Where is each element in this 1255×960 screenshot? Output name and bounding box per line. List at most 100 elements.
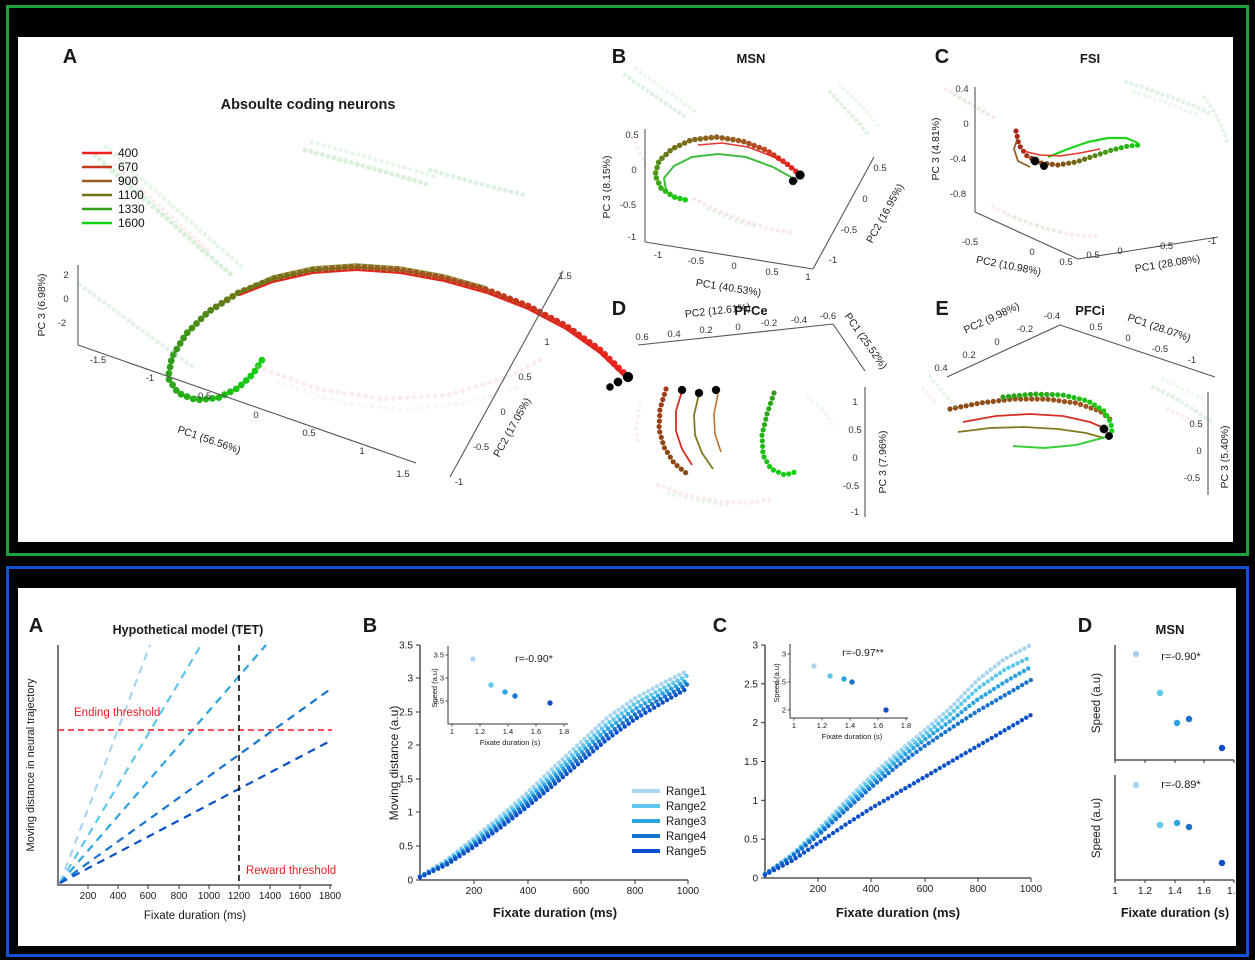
trajectory-dot [553,763,558,769]
trajectory-dot [200,243,206,248]
trajectory-dot [82,286,88,291]
trajectory-dot [595,729,601,735]
trajectory-dot [761,422,768,428]
trajectory-dot [767,870,772,875]
trajectory-dot [383,169,389,175]
trajectory-dot [1200,424,1205,429]
trajectory-dot [321,387,327,393]
trajectory-dot [405,407,410,412]
trajectory-dot [490,831,495,836]
trajectory-dot [918,746,923,752]
inset-y-label: Speed (a.u) [430,668,439,708]
trajectory-dot [827,89,833,95]
trajectory-dot [128,184,134,190]
trajectory-dot [363,403,368,408]
trajectory-dot [335,264,342,272]
trajectory-dot [1011,688,1016,693]
trajectory-dot [196,239,201,244]
trajectory-dot [1024,715,1029,720]
trajectory-dot [907,749,912,754]
trajectory-dot [741,218,746,223]
trajectory-dot [1015,720,1020,725]
trajectory-dot [784,861,790,866]
trajectory-dot [989,735,994,741]
trajectory-dot [425,172,430,177]
trajectory-dot [1132,90,1136,94]
trajectory-dot [110,168,116,174]
trajectory-dot [526,803,531,809]
tick-label: 0.5 [1189,419,1202,430]
trajectory-dot [1088,405,1094,411]
trajectory-dot [315,393,320,398]
trajectory-dot [1170,95,1176,101]
trajectory-dot [992,664,997,669]
trajectory-dot [985,112,990,117]
trajectory-dot [1160,389,1166,395]
tick-label: 1.5 [399,775,413,786]
trajectory-dot [853,98,858,103]
trajectory-dot [177,390,185,398]
trajectory-dot [460,401,466,406]
trajectory-dot [363,393,368,399]
trajectory-dot [575,762,581,767]
trajectory-dot [926,725,931,730]
trajectory-dot [661,445,668,451]
trajectory-dot [865,110,870,115]
trajectory-dot [1015,685,1020,690]
trajectory-dot [439,403,445,408]
trajectory-dot [111,307,117,313]
trajectory-dot [627,76,632,81]
trajectory-dot [724,212,729,217]
trajectory-dot [578,740,583,745]
trajectory-dot [1201,108,1206,113]
trajectory-dot [116,166,121,172]
trajectory-dot [500,376,506,381]
trajectory-dot [944,708,950,713]
panel-title: FSI [1080,51,1100,66]
trajectory-dot [596,739,602,744]
trajectory-dot [877,801,882,806]
trajectory-dot [630,135,635,140]
trajectory-dot [681,140,688,146]
trajectory-dot [1076,396,1082,402]
tick-label: 0 [253,410,258,421]
trajectory-dot [746,140,752,147]
trajectory-dot [1087,399,1093,405]
trajectory-dot [678,466,684,472]
trajectory-dot [948,89,953,94]
trajectory-dot [157,192,163,198]
trajectory-dot [575,743,580,748]
tick-label: -1 [829,255,837,266]
trajectory-dot [933,718,938,723]
legend-label: Range3 [666,816,706,828]
trajectory-dot [1026,666,1031,671]
trajectory-dot [1118,145,1124,151]
trajectory-dot [288,376,294,382]
axis-label: PC 3 (4.81%) [930,117,942,180]
trajectory-dot [614,730,619,735]
trajectory-dot [718,502,723,506]
trajectory-dot [667,486,672,492]
trajectory-dot [302,147,308,153]
trajectory-dot [666,491,670,495]
trajectory-dot [939,732,944,737]
axis-line [974,211,1079,260]
tick-label: 1000 [198,891,221,902]
trajectory-dot [1166,407,1170,411]
trajectory-dot [894,791,899,796]
trajectory-dot [959,701,964,707]
trajectory-dot [921,387,925,391]
trajectory-dot [835,828,840,833]
trajectory-dot [342,158,349,164]
trajectory-dot [654,94,659,100]
tick-label: 3 [752,641,758,652]
trajectory-dot [760,427,766,433]
trajectory-dot [966,687,971,692]
tick-label: 0.5 [302,428,315,439]
trajectory-dot [771,868,777,873]
trajectory-dot [656,702,661,708]
panel-title: Absoulte coding neurons [221,97,396,113]
trajectory-dot [1029,221,1034,226]
trajectory-dot [370,404,375,409]
legend-label: 1600 [118,216,145,230]
